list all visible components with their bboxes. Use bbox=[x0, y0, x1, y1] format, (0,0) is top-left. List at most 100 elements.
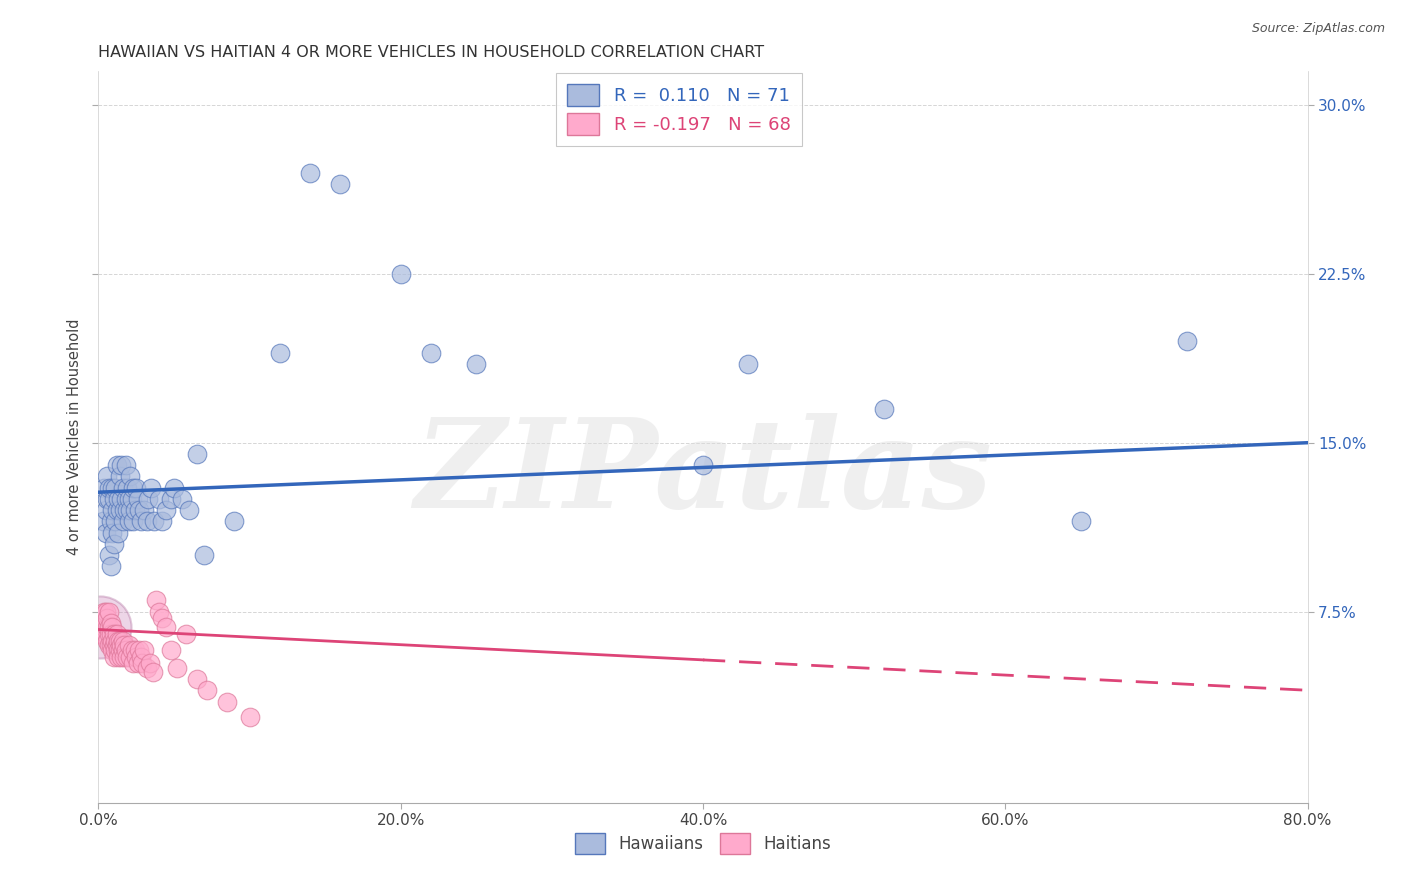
Point bbox=[124, 503, 146, 517]
Point bbox=[108, 503, 131, 517]
Point bbox=[139, 657, 162, 671]
Point bbox=[873, 401, 896, 416]
Point bbox=[96, 491, 118, 506]
Point bbox=[239, 710, 262, 724]
Point bbox=[93, 620, 115, 634]
Point bbox=[160, 642, 183, 657]
Point bbox=[128, 642, 150, 657]
Point bbox=[111, 481, 134, 495]
Point bbox=[166, 661, 188, 675]
Text: HAWAIIAN VS HAITIAN 4 OR MORE VEHICLES IN HOUSEHOLD CORRELATION CHART: HAWAIIAN VS HAITIAN 4 OR MORE VEHICLES I… bbox=[98, 45, 765, 61]
Point bbox=[124, 642, 146, 657]
Point bbox=[132, 503, 155, 517]
Point bbox=[103, 649, 125, 664]
Point bbox=[150, 515, 173, 529]
Point bbox=[103, 537, 125, 551]
Point bbox=[96, 469, 118, 483]
Point bbox=[143, 515, 166, 529]
Point bbox=[1175, 334, 1198, 349]
Point bbox=[90, 620, 112, 634]
Point bbox=[135, 515, 157, 529]
Point bbox=[193, 548, 215, 562]
Point bbox=[100, 615, 122, 630]
Y-axis label: 4 or more Vehicles in Household: 4 or more Vehicles in Household bbox=[66, 318, 82, 556]
Text: Source: ZipAtlas.com: Source: ZipAtlas.com bbox=[1251, 22, 1385, 36]
Point bbox=[96, 633, 118, 648]
Point bbox=[96, 611, 118, 625]
Point bbox=[389, 267, 412, 281]
Point bbox=[128, 503, 150, 517]
Point bbox=[94, 503, 117, 517]
Point bbox=[96, 620, 118, 634]
Point bbox=[108, 642, 131, 657]
Point bbox=[114, 491, 136, 506]
Point bbox=[110, 458, 132, 473]
Point bbox=[420, 345, 443, 359]
Point bbox=[89, 620, 111, 634]
Point bbox=[170, 491, 193, 506]
Point bbox=[120, 469, 142, 483]
Point bbox=[107, 633, 129, 648]
Point bbox=[120, 649, 142, 664]
Point bbox=[115, 481, 138, 495]
Point bbox=[108, 469, 131, 483]
Point bbox=[120, 503, 142, 517]
Point bbox=[105, 627, 128, 641]
Point bbox=[94, 615, 117, 630]
Point bbox=[299, 166, 322, 180]
Point bbox=[122, 657, 145, 671]
Point bbox=[110, 638, 132, 652]
Point bbox=[114, 642, 136, 657]
Point bbox=[105, 638, 128, 652]
Point bbox=[98, 627, 121, 641]
Point bbox=[93, 605, 115, 619]
Point bbox=[150, 611, 173, 625]
Point bbox=[1070, 515, 1092, 529]
Point bbox=[148, 605, 170, 619]
Point bbox=[118, 491, 141, 506]
Point bbox=[111, 515, 134, 529]
Point bbox=[104, 642, 127, 657]
Point bbox=[224, 515, 246, 529]
Point bbox=[98, 491, 121, 506]
Point bbox=[98, 481, 121, 495]
Point bbox=[112, 503, 135, 517]
Point bbox=[121, 642, 143, 657]
Point bbox=[141, 481, 163, 495]
Point bbox=[108, 633, 131, 648]
Point bbox=[112, 638, 135, 652]
Point bbox=[89, 627, 111, 641]
Point bbox=[737, 357, 759, 371]
Point bbox=[186, 447, 208, 461]
Point bbox=[90, 615, 112, 630]
Point bbox=[329, 177, 352, 191]
Point bbox=[91, 627, 114, 641]
Point bbox=[91, 515, 114, 529]
Point bbox=[145, 593, 167, 607]
Point bbox=[103, 627, 125, 641]
Point bbox=[132, 642, 155, 657]
Point bbox=[136, 491, 159, 506]
Point bbox=[112, 649, 135, 664]
Point bbox=[129, 649, 152, 664]
Point bbox=[127, 491, 149, 506]
Point bbox=[104, 515, 127, 529]
Point bbox=[215, 694, 238, 708]
Point bbox=[101, 642, 124, 657]
Point bbox=[94, 605, 117, 619]
Point bbox=[101, 481, 124, 495]
Point bbox=[115, 503, 138, 517]
Point bbox=[125, 649, 148, 664]
Point bbox=[163, 481, 186, 495]
Point bbox=[111, 633, 134, 648]
Point bbox=[179, 503, 201, 517]
Point bbox=[118, 638, 141, 652]
Point bbox=[125, 481, 148, 495]
Point bbox=[100, 638, 122, 652]
Point bbox=[114, 458, 136, 473]
Point bbox=[131, 657, 153, 671]
Point bbox=[155, 503, 177, 517]
Point bbox=[107, 642, 129, 657]
Point bbox=[195, 683, 218, 698]
Text: ZIPatlas: ZIPatlas bbox=[413, 413, 993, 534]
